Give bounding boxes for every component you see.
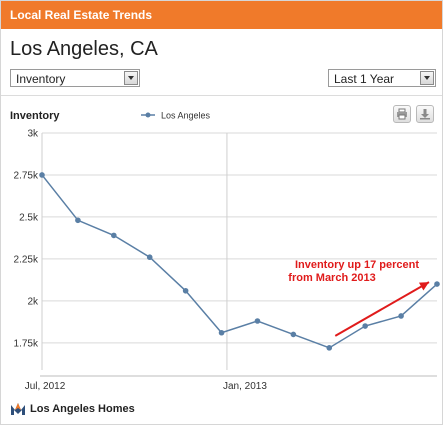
y-tick-label: 2.25k xyxy=(14,254,39,265)
data-point[interactable] xyxy=(111,232,117,239)
annotation-arrow-shaft xyxy=(334,281,430,337)
legend-label: Los Angeles xyxy=(161,111,211,121)
header-bar: Local Real Estate Trends xyxy=(1,1,442,29)
data-point[interactable] xyxy=(218,329,225,336)
data-point[interactable] xyxy=(362,323,368,329)
metric-select[interactable]: Inventory xyxy=(10,69,140,87)
chart-title: Inventory xyxy=(10,110,60,122)
divider xyxy=(1,95,442,96)
data-point[interactable] xyxy=(182,287,189,294)
x-tick-label: Jul, 2012 xyxy=(25,381,66,392)
annotation-text-line2: from March 2013 xyxy=(288,272,375,284)
data-point[interactable] xyxy=(75,217,81,224)
annotation-text-line1: Inventory up 17 percent xyxy=(295,259,419,271)
data-point[interactable] xyxy=(290,331,297,338)
footer-brand: Los Angeles Homes xyxy=(30,403,135,415)
download-icon xyxy=(420,109,430,120)
metric-select-value: Inventory xyxy=(16,72,66,86)
y-tick-label: 2.75k xyxy=(14,170,39,181)
header-title: Local Real Estate Trends xyxy=(10,8,153,22)
series-line-los-angeles xyxy=(41,174,438,349)
data-point[interactable] xyxy=(39,172,45,178)
data-point[interactable] xyxy=(434,281,440,287)
range-select-value: Last 1 Year xyxy=(334,72,395,86)
range-select[interactable]: Last 1 Year xyxy=(328,69,436,87)
y-tick-label: 2.5k xyxy=(19,212,39,223)
chevron-down-icon[interactable] xyxy=(420,71,434,85)
m-logo-icon xyxy=(11,403,25,415)
data-point[interactable] xyxy=(326,345,333,351)
data-point[interactable] xyxy=(254,318,261,324)
data-point[interactable] xyxy=(398,313,404,319)
print-icon xyxy=(397,108,407,120)
print-button[interactable] xyxy=(393,105,411,123)
y-tick-label: 1.75k xyxy=(14,338,39,349)
y-tick-label: 3k xyxy=(27,129,39,140)
legend-marker xyxy=(145,112,151,118)
y-tick-label: 2k xyxy=(27,296,39,307)
annotation-arrow-head xyxy=(418,282,429,291)
chevron-down-icon[interactable] xyxy=(124,71,138,85)
inventory-chart: Inventory Los Angeles 3k 2.75k 2.5k 2.25k 2k 1.… xyxy=(10,110,440,392)
export-button[interactable] xyxy=(416,105,434,123)
x-tick-label: Jan, 2013 xyxy=(223,381,267,392)
location-title: Los Angeles, CA xyxy=(10,38,158,60)
data-point[interactable] xyxy=(146,254,153,261)
